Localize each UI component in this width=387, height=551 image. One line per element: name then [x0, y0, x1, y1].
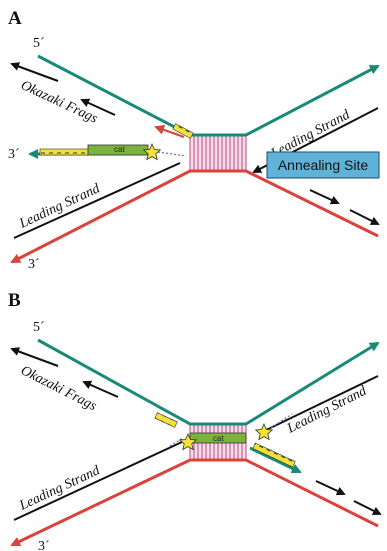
oligo-fragment: [154, 412, 178, 428]
panel-letter-a: A: [8, 8, 22, 29]
bottom-template-strand: [10, 169, 379, 264]
annealing-site-label: Annealing Site: [278, 157, 369, 173]
leading-strand-top-line: [261, 375, 379, 433]
oligo-fragment: [172, 123, 194, 139]
leading-dash-arrow: [315, 480, 346, 496]
okazaki-frags-label: Okazaki Frags: [18, 363, 99, 414]
helicase-block: [189, 134, 247, 172]
annealing-site-box: [266, 151, 380, 179]
linker-dots: [169, 437, 184, 447]
five-prime-label: 5´: [33, 36, 45, 51]
panel-letter-b: B: [8, 290, 21, 311]
star-icon: [254, 422, 274, 441]
cat-label: cat: [114, 145, 125, 154]
okazaki-fragment-arrow: [10, 62, 59, 82]
top-template-strand: [37, 54, 380, 137]
panel-b: B 5´ 3´ Okazaki Frags Leading Strand Lea…: [8, 290, 382, 551]
three-prime-bottom-label: 3´: [28, 257, 40, 272]
leading-dash-arrow: [353, 500, 382, 515]
leading-strand-bottom-line: [13, 162, 181, 239]
three-prime-bottom-label: 3´: [38, 539, 50, 551]
okazaki-fragment-arrow: [82, 380, 119, 398]
nascent-teal-strand: [249, 446, 302, 474]
top-template-strand: [37, 338, 380, 426]
oligo-bar: [252, 442, 296, 468]
linker-dots: [157, 151, 187, 157]
leading-dash-arrow: [309, 189, 340, 205]
okazaki-fragment-arrow: [80, 98, 116, 116]
three-prime-left-label: 3´: [8, 147, 20, 162]
leading-strand-bottom-label: Leading Strand: [16, 181, 103, 232]
leading-strand-bottom-line: [13, 441, 183, 521]
linker-dots: [267, 413, 293, 431]
okazaki-fragment-arrow: [10, 347, 59, 367]
bottom-template-strand: [10, 458, 379, 547]
cat-label: cat: [213, 434, 224, 443]
panel-a: A 5´ 3´ Okazaki Frags Leading Strand Lea…: [8, 8, 380, 272]
star-icon: [178, 432, 198, 451]
star-icon: [142, 142, 162, 161]
okazaki-fragment-arrow: [154, 124, 185, 138]
five-prime-label: 5´: [33, 320, 45, 335]
oligo-bar: [39, 148, 89, 156]
leading-dash-arrow: [349, 209, 380, 225]
